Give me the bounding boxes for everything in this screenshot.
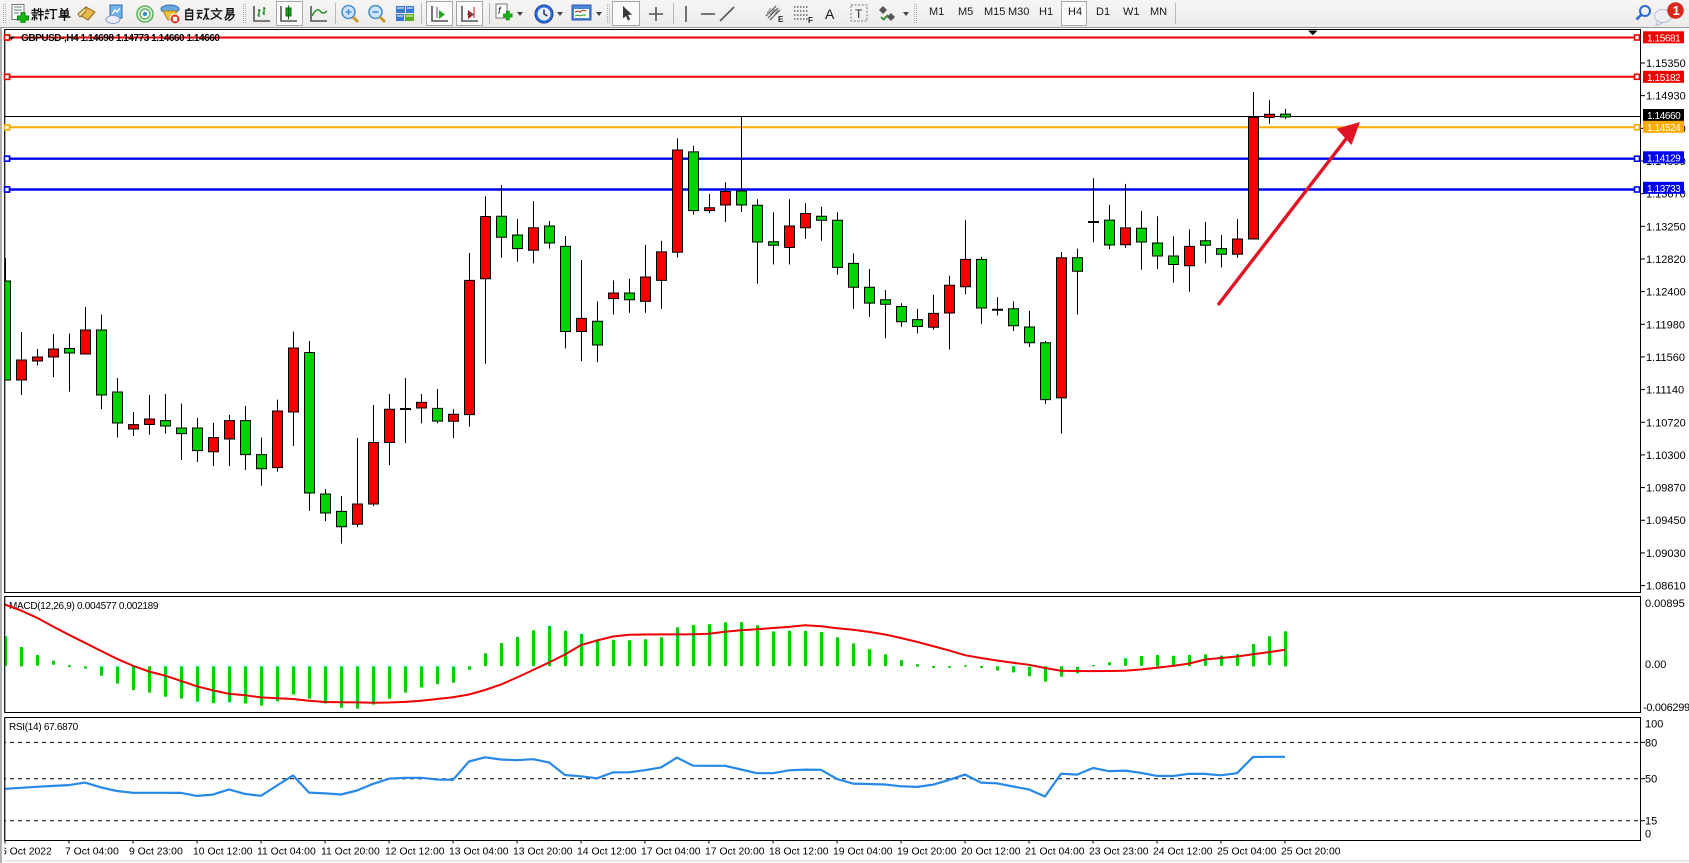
svg-text:MACD(12,26,9) 0.004577 0.00218: MACD(12,26,9) 0.004577 0.002189 <box>9 601 159 612</box>
svg-text:1.11980: 1.11980 <box>1646 319 1685 331</box>
svg-text:1.15350: 1.15350 <box>1646 58 1686 70</box>
svg-text:E: E <box>778 15 784 24</box>
svg-text:1.09030: 1.09030 <box>1646 548 1686 560</box>
svg-text:1.13733: 1.13733 <box>1647 184 1681 195</box>
svg-text:1.10300: 1.10300 <box>1646 450 1686 462</box>
svg-text:17 Oct 04:00: 17 Oct 04:00 <box>641 847 701 858</box>
svg-text:1.15681: 1.15681 <box>1647 34 1681 45</box>
svg-text:9 Oct 23:00: 9 Oct 23:00 <box>129 847 183 858</box>
svg-text:0.00895: 0.00895 <box>1645 598 1685 610</box>
svg-text:12 Oct 12:00: 12 Oct 12:00 <box>385 847 445 858</box>
svg-text:1.12820: 1.12820 <box>1646 254 1686 266</box>
svg-text:1.14660: 1.14660 <box>1647 111 1681 122</box>
svg-text:100: 100 <box>1645 719 1663 731</box>
svg-text:1.14524: 1.14524 <box>1647 123 1681 134</box>
svg-text:80: 80 <box>1645 737 1657 749</box>
svg-text:10 Oct 12:00: 10 Oct 12:00 <box>193 847 253 858</box>
svg-text:RSI(14) 67.6870: RSI(14) 67.6870 <box>9 722 79 733</box>
svg-text:1.10720: 1.10720 <box>1646 417 1686 429</box>
svg-text:19 Oct 20:00: 19 Oct 20:00 <box>897 847 957 858</box>
svg-text:24 Oct 12:00: 24 Oct 12:00 <box>1153 847 1213 858</box>
svg-text:6 Oct 2022: 6 Oct 2022 <box>1 847 52 858</box>
svg-text:1.11140: 1.11140 <box>1646 385 1684 397</box>
svg-text:18 Oct 12:00: 18 Oct 12:00 <box>769 847 829 858</box>
svg-text:1.09450: 1.09450 <box>1646 515 1686 527</box>
svg-text:T: T <box>855 7 863 21</box>
svg-text:14 Oct 12:00: 14 Oct 12:00 <box>577 847 637 858</box>
svg-text:11 Oct 04:00: 11 Oct 04:00 <box>257 847 316 858</box>
svg-text:21 Oct 04:00: 21 Oct 04:00 <box>1025 847 1085 858</box>
svg-text:0: 0 <box>1645 829 1651 841</box>
svg-text:1.14129: 1.14129 <box>1647 154 1681 165</box>
svg-text:1.13250: 1.13250 <box>1646 221 1686 233</box>
svg-text:1.11560: 1.11560 <box>1646 352 1685 364</box>
svg-text:25 Oct 20:00: 25 Oct 20:00 <box>1281 847 1341 858</box>
svg-text:1: 1 <box>1673 4 1680 18</box>
svg-text:1.15182: 1.15182 <box>1647 73 1681 84</box>
svg-text:0.00: 0.00 <box>1645 659 1666 671</box>
svg-text:-0.006299: -0.006299 <box>1643 702 1689 714</box>
svg-text:GBPUSD-,H4 1.14698 1.14773 1.: GBPUSD-,H4 1.14698 1.14773 1.14660 1.146… <box>21 33 220 44</box>
svg-text:1.08610: 1.08610 <box>1646 581 1686 593</box>
svg-text:23 Oct 23:00: 23 Oct 23:00 <box>1089 847 1149 858</box>
svg-text:7 Oct 04:00: 7 Oct 04:00 <box>65 847 119 858</box>
svg-text:f: f <box>498 6 502 17</box>
svg-text:15: 15 <box>1645 816 1657 828</box>
svg-text:11 Oct 20:00: 11 Oct 20:00 <box>321 847 380 858</box>
svg-text:F: F <box>808 16 813 25</box>
svg-text:17 Oct 20:00: 17 Oct 20:00 <box>705 847 765 858</box>
svg-text:25 Oct 04:00: 25 Oct 04:00 <box>1217 847 1277 858</box>
svg-text:19 Oct 04:00: 19 Oct 04:00 <box>833 847 893 858</box>
svg-text:1.12400: 1.12400 <box>1646 287 1686 299</box>
svg-text:1.09870: 1.09870 <box>1646 483 1686 495</box>
svg-text:13 Oct 04:00: 13 Oct 04:00 <box>449 847 509 858</box>
svg-text:13 Oct 20:00: 13 Oct 20:00 <box>513 847 573 858</box>
svg-text:1.14930: 1.14930 <box>1646 91 1686 103</box>
svg-text:20 Oct 12:00: 20 Oct 12:00 <box>961 847 1021 858</box>
svg-text:50: 50 <box>1645 774 1657 786</box>
